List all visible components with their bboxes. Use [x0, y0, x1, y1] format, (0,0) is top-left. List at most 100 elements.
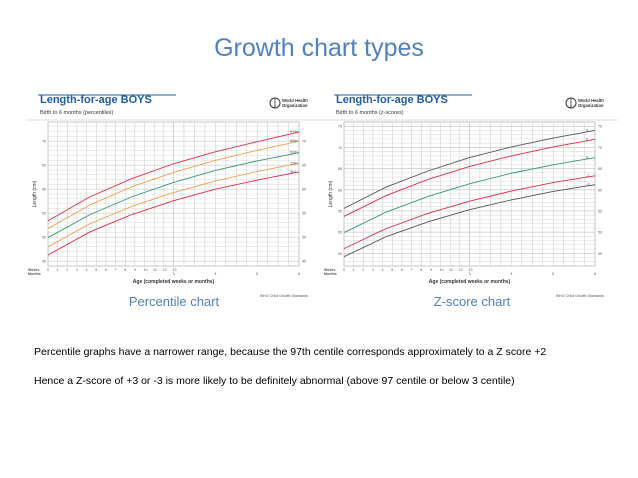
grid: [47, 121, 300, 267]
series-line-0: [343, 130, 596, 209]
y-tick-label-right: 75: [598, 125, 602, 129]
series-end-label: -3: [586, 182, 590, 187]
who-logo-text-2: Organization: [282, 103, 308, 108]
zscore-chart-caption: Z-score chart: [433, 294, 511, 309]
zscore-chart: Length-for-age BOYS Birth to 6 months (z-…: [322, 94, 618, 298]
x-tick-label-week: 10: [144, 268, 148, 272]
series-end-label: 3: [586, 127, 589, 132]
chart-subtitle: Birth to 6 months (z-scores): [336, 110, 404, 116]
chart-footer: WHO Child Growth Standards: [556, 294, 604, 298]
slide-title: Growth chart types: [214, 34, 424, 62]
x-tick-label-month: 5: [552, 272, 554, 276]
series-line-1: [47, 140, 300, 229]
y-tick-label-right: 55: [302, 212, 306, 216]
x-tick-label-week: 12: [459, 268, 463, 272]
x-tick-label-month: 3: [173, 272, 175, 276]
y-tick-label-right: 50: [598, 231, 602, 235]
x-tick-label-week: 13: [173, 268, 177, 272]
y-tick-label-right: 60: [598, 188, 602, 192]
series-end-label: 3rd: [290, 169, 296, 174]
y-tick-label-right: 70: [302, 140, 306, 144]
zscore-chart-panel: Length-for-age BOYS Birth to 6 months (z-…: [322, 90, 618, 300]
series-end-label: 2: [586, 136, 589, 141]
series-line-3: [47, 162, 300, 248]
x-unit-label-weeks: Weeks: [28, 268, 39, 272]
y-tick-label: 70: [338, 146, 342, 150]
x-tick-label-week: 12: [163, 268, 167, 272]
x-tick-label-week: 8: [124, 268, 126, 272]
percentile-chart: Length-for-age BOYS Birth to 6 months (pe…: [26, 94, 322, 298]
y-tick-label: 55: [42, 212, 46, 216]
y-tick-label-right: 55: [598, 209, 602, 213]
who-logo-text-1: World Health: [282, 98, 308, 103]
x-tick-label-week: 10: [440, 268, 444, 272]
y-tick-label-right: 60: [302, 188, 306, 192]
series-end-label: 50th: [290, 150, 298, 155]
x-tick-label-week: 4: [86, 268, 88, 272]
series-line-0: [47, 131, 300, 222]
x-tick-label-week: 0: [47, 268, 49, 272]
x-tick-label-week: 8: [420, 268, 422, 272]
x-tick-label-week: 5: [95, 268, 97, 272]
x-tick-label-week: 11: [449, 268, 453, 272]
x-tick-label-week: 2: [362, 268, 364, 272]
series-line-2: [47, 152, 300, 239]
y-tick-label: 60: [338, 188, 342, 192]
y-tick-label: 65: [338, 167, 342, 171]
x-tick-label-week: 6: [401, 268, 403, 272]
series-line-1: [343, 138, 596, 217]
x-tick-label-week: 0: [343, 268, 345, 272]
series-line-3: [343, 175, 596, 250]
y-tick-label-right: 45: [598, 252, 602, 256]
chart-title: Length-for-age BOYS: [336, 94, 448, 106]
x-tick-label-week: 4: [382, 268, 384, 272]
series-line-4: [47, 171, 300, 256]
x-tick-label-week: 7: [115, 268, 117, 272]
y-tick-label-right: 50: [302, 236, 306, 240]
series-end-label: 85th: [290, 138, 298, 143]
explanation-text-1: Percentile graphs have a narrower range,…: [34, 346, 547, 358]
x-tick-label-week: 1: [353, 268, 355, 272]
y-tick-label: 45: [338, 252, 342, 256]
chart-footer: WHO Child Growth Standards: [260, 294, 308, 298]
y-tick-label: 60: [42, 188, 46, 192]
y-axis-label: Length (cm): [328, 180, 334, 207]
x-tick-label-week: 7: [411, 268, 413, 272]
y-tick-label-right: 65: [598, 167, 602, 171]
y-tick-label: 45: [42, 260, 46, 264]
y-tick-label: 50: [42, 236, 46, 240]
x-tick-label-week: 5: [391, 268, 393, 272]
y-tick-label: 75: [338, 125, 342, 129]
percentile-chart-panel: Length-for-age BOYS Birth to 6 months (pe…: [26, 90, 322, 300]
y-axis-label: Length (cm): [32, 180, 38, 207]
x-tick-label-week: 2: [66, 268, 68, 272]
x-tick-label-week: 3: [76, 268, 78, 272]
x-unit-label-months: Months: [324, 272, 337, 276]
x-tick-label-month: 3: [469, 272, 471, 276]
y-tick-label-right: 65: [302, 164, 306, 168]
x-tick-label-week: 1: [57, 268, 59, 272]
who-logo-text-1: World Health: [578, 98, 604, 103]
series-end-label: 15th: [290, 160, 298, 165]
explanation-text-2: Hence a Z-score of +3 or -3 is more like…: [34, 375, 515, 387]
x-tick-label-week: 11: [153, 268, 157, 272]
x-tick-label-month: 6: [594, 272, 596, 276]
x-unit-label-weeks: Weeks: [324, 268, 335, 272]
who-logo-text-2: Organization: [578, 103, 604, 108]
y-tick-label: 65: [42, 164, 46, 168]
x-tick-label-month: 5: [256, 272, 258, 276]
y-tick-label-right: 45: [302, 260, 306, 264]
x-tick-label-week: 6: [105, 268, 107, 272]
x-tick-label-month: 4: [510, 272, 512, 276]
series-end-label: 97th: [290, 129, 298, 134]
chart-title: Length-for-age BOYS: [40, 94, 152, 106]
percentile-chart-caption: Percentile chart: [128, 294, 220, 309]
x-tick-label-month: 4: [214, 272, 216, 276]
x-unit-label-months: Months: [28, 272, 41, 276]
x-tick-label-week: 3: [372, 268, 374, 272]
x-axis-label: Age (completed weeks or months): [429, 279, 511, 285]
series-line-2: [343, 157, 596, 233]
x-tick-label-week: 13: [469, 268, 473, 272]
